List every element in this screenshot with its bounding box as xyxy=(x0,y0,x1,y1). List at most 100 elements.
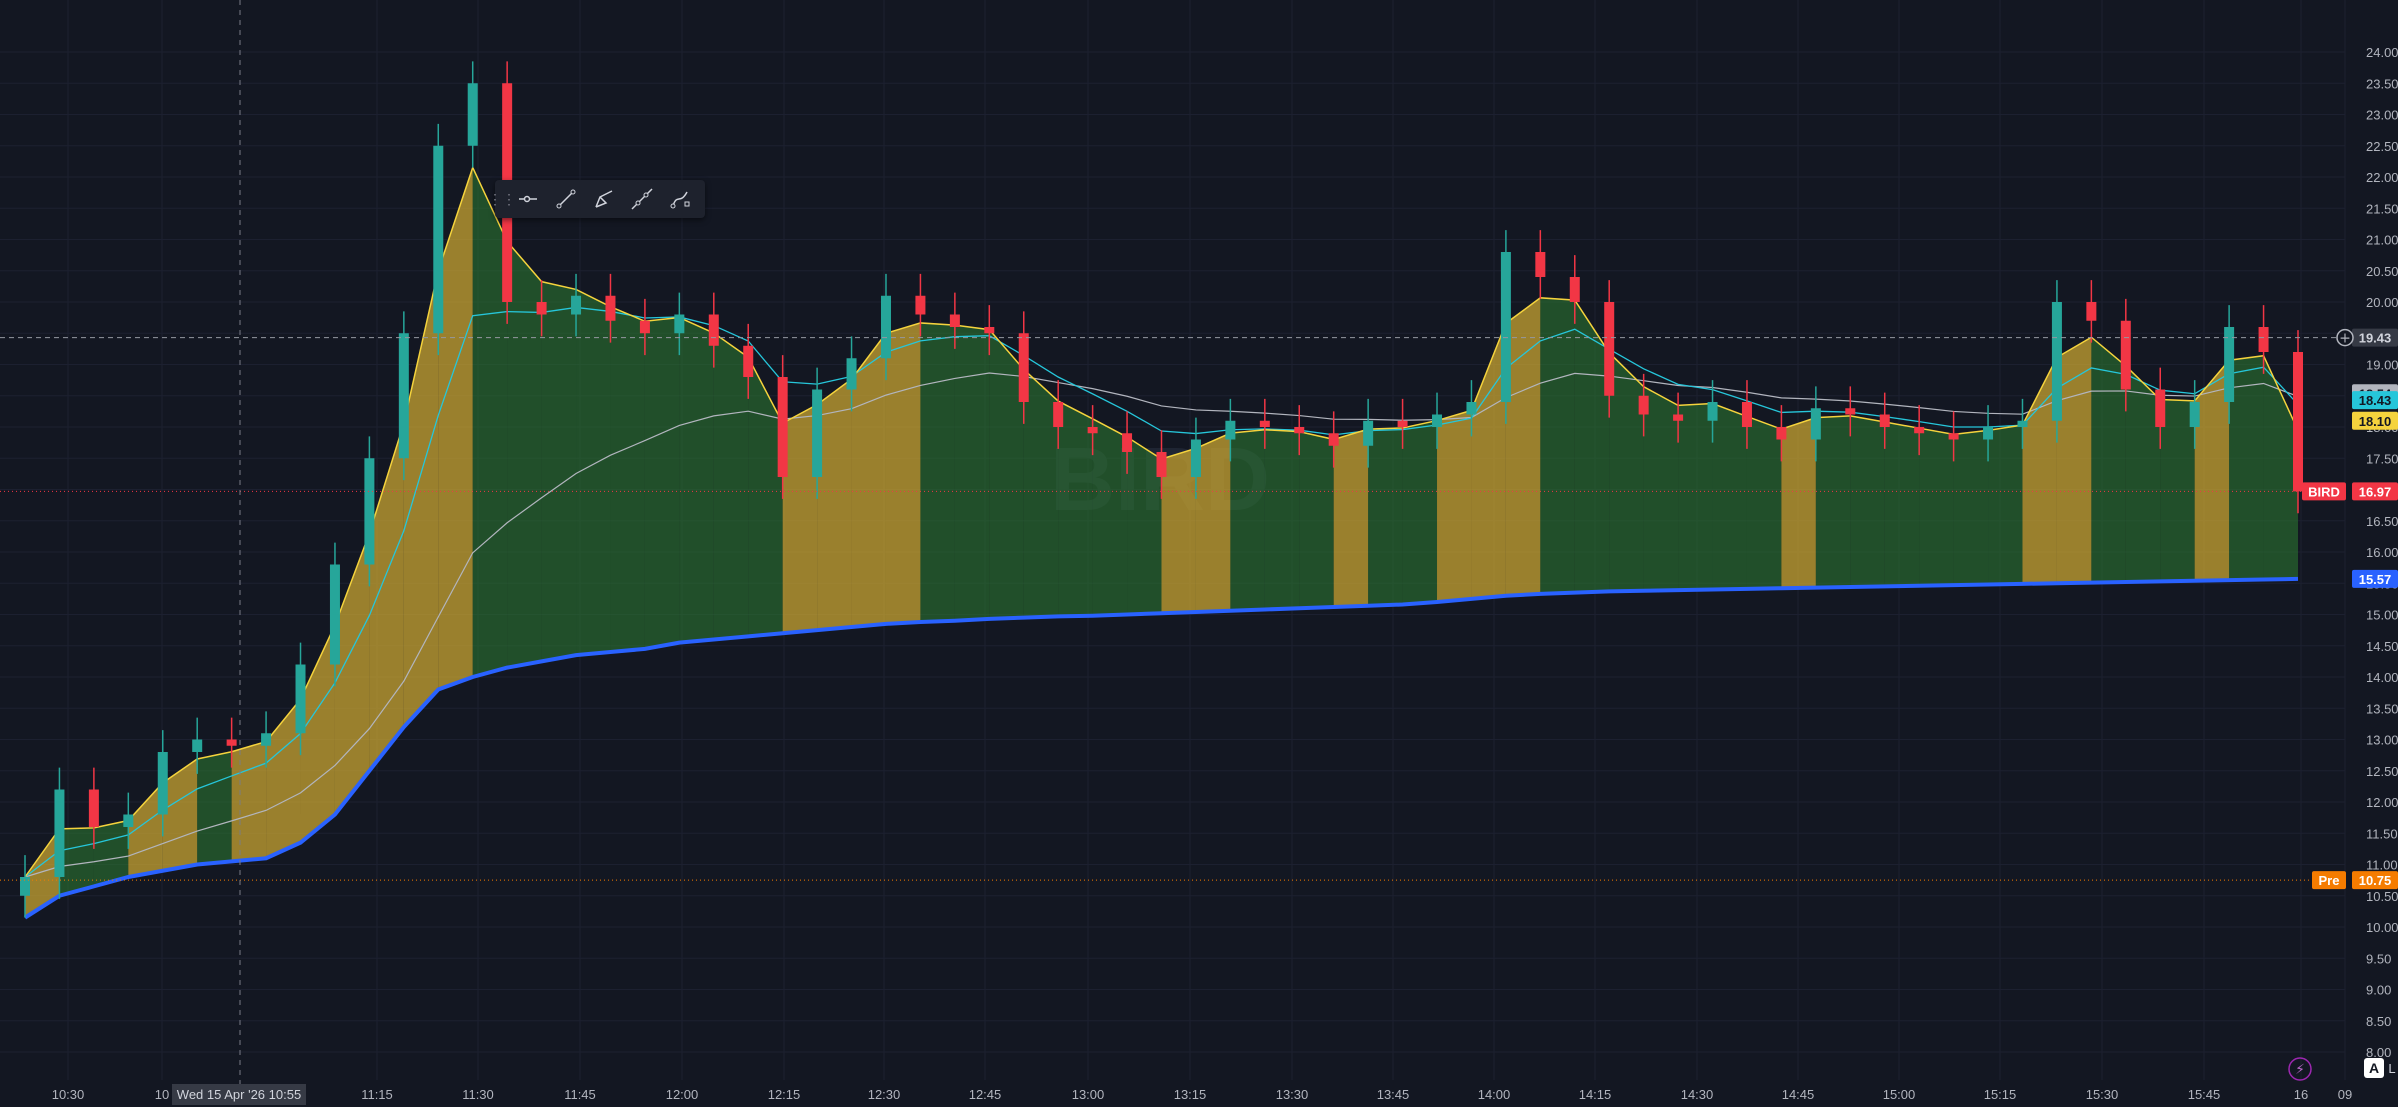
candle-body xyxy=(123,814,134,827)
crosshair-date-label: Wed 15 Apr '26 10:55 xyxy=(172,1084,306,1105)
time-axis-label: 15:15 xyxy=(1984,1087,2017,1102)
log-scale-button[interactable]: L xyxy=(2388,1061,2395,1076)
cloud-segment xyxy=(300,625,335,843)
candle-body xyxy=(1741,402,1752,427)
candle-body xyxy=(1604,302,1615,396)
price-tag xyxy=(2352,391,2398,410)
cloud-segment xyxy=(1815,415,1851,588)
time-axis-label: 13:30 xyxy=(1276,1087,1309,1102)
time-axis-label: 12:30 xyxy=(868,1087,901,1102)
time-axis-label: 15:30 xyxy=(2086,1087,2119,1102)
price-axis-label: 22.00 xyxy=(2366,170,2398,185)
price-axis-label: 20.00 xyxy=(2366,295,2398,310)
path-icon[interactable] xyxy=(661,180,699,218)
candle-body xyxy=(1294,427,1305,434)
cloud-segment xyxy=(2160,399,2195,582)
candle-body xyxy=(2086,302,2097,321)
candle-body xyxy=(2155,389,2166,427)
candle-body xyxy=(2120,320,2131,390)
symbol-tag xyxy=(2302,482,2346,501)
cloud-segment xyxy=(1195,433,1231,612)
auto-scale-button[interactable] xyxy=(2364,1058,2384,1078)
cloud-segment xyxy=(1988,425,2023,585)
symbol-tag-label: BIRD xyxy=(2308,484,2340,499)
cloud-segment xyxy=(1746,416,1782,589)
candle-body xyxy=(1707,402,1718,421)
candle-body xyxy=(880,295,891,359)
horizontal-ray-icon[interactable] xyxy=(509,180,547,218)
price-axis-label: 10.00 xyxy=(2366,920,2398,935)
cloud-segment xyxy=(954,325,990,621)
cloud-segment xyxy=(1299,431,1334,609)
price-tag-label: 18.10 xyxy=(2359,414,2392,429)
price-tag-label: 16.97 xyxy=(2359,484,2392,499)
time-axis-label: 14:45 xyxy=(1782,1087,1815,1102)
cloud-segment xyxy=(2194,360,2230,581)
cloud-segment xyxy=(713,333,749,640)
candle-body xyxy=(1879,414,1890,427)
cloud-segment xyxy=(885,322,921,624)
vwap-line xyxy=(23,576,2299,920)
candle-body xyxy=(54,789,65,877)
price-axis-label: 15.00 xyxy=(2366,608,2398,623)
cloud-segment xyxy=(438,167,473,690)
cloud-segment xyxy=(507,241,542,668)
candle-body xyxy=(812,389,823,477)
cloud-segment xyxy=(817,379,852,631)
price-axis-label: 14.50 xyxy=(2366,639,2398,654)
trend-line-icon[interactable] xyxy=(547,180,585,218)
time-axis-label: 13:15 xyxy=(1174,1087,1207,1102)
candle-body xyxy=(2293,352,2303,492)
time-axis-label: 10:30 xyxy=(52,1087,85,1102)
price-axis-label: 23.00 xyxy=(2366,108,2398,123)
candle-body xyxy=(1225,420,1236,440)
cloud-segment xyxy=(1712,403,1747,590)
brush-icon[interactable] xyxy=(585,180,623,218)
price-axis-label: 11.50 xyxy=(2366,826,2398,841)
price-tag xyxy=(2352,482,2398,501)
candle-body xyxy=(1018,333,1029,402)
cloud-segment xyxy=(541,281,577,662)
price-axis-label: 9.00 xyxy=(2366,983,2391,998)
price-axis-label: 13.00 xyxy=(2366,733,2398,748)
cloud-segment xyxy=(59,827,94,896)
premarket-tag xyxy=(2312,871,2346,890)
cloud-segment xyxy=(162,758,198,871)
price-axis-label: 24.00 xyxy=(2366,45,2398,60)
candle-body xyxy=(1053,402,1064,427)
toolbar-grip-icon[interactable]: ⋮⋮ xyxy=(488,190,516,207)
add-alert-icon[interactable] xyxy=(2336,328,2354,347)
cloud-segment xyxy=(1023,369,1059,618)
time-axis-label: 14:15 xyxy=(1579,1087,1612,1102)
candle-body xyxy=(157,752,168,815)
cloud-segment xyxy=(1609,352,1644,592)
time-axis-label: 13:45 xyxy=(1377,1087,1410,1102)
cloud-segment xyxy=(610,306,645,652)
cloud-segment xyxy=(1368,427,1403,606)
candle-body xyxy=(571,295,582,315)
premarket-tag-label: Pre xyxy=(2319,873,2340,888)
cloud-segment xyxy=(369,423,404,771)
candle-body xyxy=(1810,408,1821,440)
candle-body xyxy=(2258,327,2269,352)
time-axis-label: 14:30 xyxy=(1681,1087,1714,1102)
cloud-segment xyxy=(1092,418,1128,616)
candle-body xyxy=(2189,402,2200,427)
cloud-segment xyxy=(1884,422,1920,587)
cloud-segment xyxy=(197,751,232,865)
drawing-toolbar[interactable]: ⋮⋮ xyxy=(488,180,705,218)
extended-line-icon[interactable] xyxy=(623,180,661,218)
price-axis-label: 12.00 xyxy=(2366,795,2398,810)
lightning-icon[interactable] xyxy=(2288,1057,2312,1081)
cloud-segment xyxy=(1781,417,1816,589)
cloud-segment xyxy=(920,322,955,622)
candle-body xyxy=(1914,427,1925,434)
time-axis-label: 13:00 xyxy=(1072,1087,1105,1102)
price-axis-label: 20.50 xyxy=(2366,264,2398,279)
time-axis-label: 12:45 xyxy=(969,1087,1002,1102)
candle-body xyxy=(1948,433,1959,440)
time-axis-label: 15:45 xyxy=(2188,1087,2221,1102)
candle-body xyxy=(1397,420,1408,427)
